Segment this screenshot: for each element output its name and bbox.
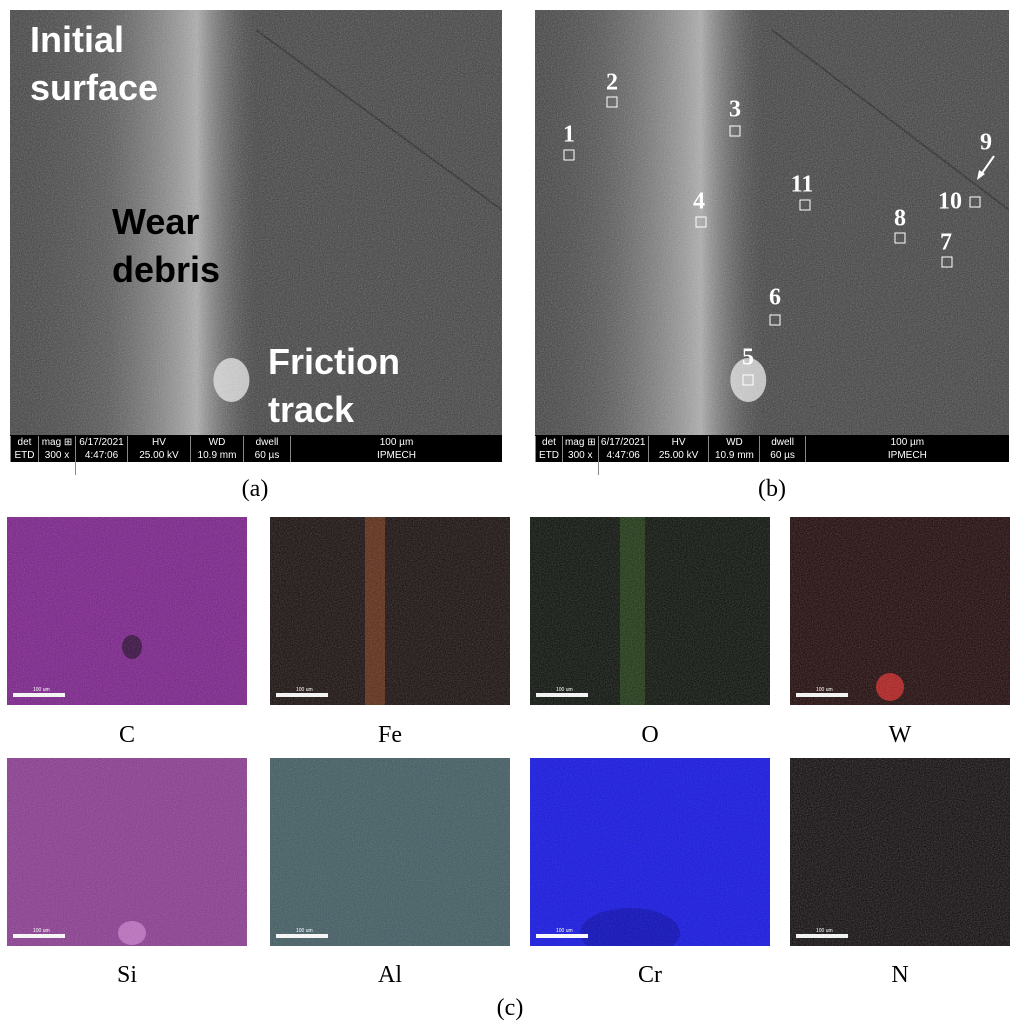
element-label: W <box>889 722 912 749</box>
info-cell: WD <box>190 436 243 449</box>
info-cell: 6/17/2021 <box>598 436 648 449</box>
scale-label: 100 um <box>816 687 833 693</box>
caption: (a) <box>242 476 269 503</box>
figure: detETDmag ⊞300 x6/17/20214:47:06 PMHV25.… <box>0 0 1020 1025</box>
point-box <box>696 217 707 228</box>
info-cell: 60 µs <box>759 449 804 462</box>
info-cell: IPMECH <box>805 449 1009 462</box>
point-box <box>942 257 953 268</box>
info-cell: 6/17/2021 <box>75 436 127 449</box>
micrograph <box>790 517 1010 705</box>
info-cell: dwell <box>759 436 804 449</box>
point-label: 9 <box>980 130 992 157</box>
scale-label: 100 um <box>816 928 833 934</box>
scale-label: 100 um <box>296 928 313 934</box>
micrograph <box>530 517 770 705</box>
info-cell: IPMECH <box>290 449 502 462</box>
info-cell: det <box>535 436 562 449</box>
annotation: Initial <box>30 16 124 64</box>
info-cell: 4:47:06 PM <box>75 449 127 475</box>
point-box <box>800 200 811 211</box>
micrograph <box>270 517 510 705</box>
info-cell: 4:47:06 PM <box>598 449 648 475</box>
info-cell: 300 x <box>38 449 75 462</box>
element-label: O <box>641 722 658 749</box>
info-cell: 10.9 mm <box>708 449 759 462</box>
info-cell: 60 µs <box>243 449 290 462</box>
info-cell: 300 x <box>562 449 598 462</box>
element-label: Si <box>117 962 137 989</box>
info-cell: 25.00 kV <box>127 449 190 462</box>
info-cell: 100 µm <box>290 436 502 449</box>
info-cell: 100 µm <box>805 436 1009 449</box>
info-cell: HV <box>127 436 190 449</box>
scale-label: 100 um <box>296 687 313 693</box>
point-label: 11 <box>791 172 814 199</box>
point-box <box>564 150 575 161</box>
annotation: Wear <box>112 198 199 246</box>
micrograph <box>790 758 1010 946</box>
point-box <box>770 315 781 326</box>
point-box <box>730 126 741 137</box>
micrograph <box>7 758 247 946</box>
annotation: surface <box>30 64 158 112</box>
micrograph <box>530 758 770 946</box>
info-cell: mag ⊞ <box>38 436 75 449</box>
arrow <box>972 154 1002 184</box>
point-label: 4 <box>693 189 705 216</box>
info-cell: 10.9 mm <box>190 449 243 462</box>
point-label: 10 <box>938 189 962 216</box>
info-cell: det <box>10 436 38 449</box>
scale-label: 100 um <box>33 928 50 934</box>
point-label: 2 <box>606 70 618 97</box>
info-cell: ETD <box>10 449 38 462</box>
element-label: Fe <box>378 722 402 749</box>
info-cell: mag ⊞ <box>562 436 598 449</box>
element-label: Cr <box>638 962 662 989</box>
micrograph <box>270 758 510 946</box>
scale-label: 100 um <box>33 687 50 693</box>
point-box <box>970 197 981 208</box>
info-cell: dwell <box>243 436 290 449</box>
scale-label: 100 um <box>556 687 573 693</box>
info-cell: 25.00 kV <box>648 449 709 462</box>
point-label: 3 <box>729 97 741 124</box>
annotation: track <box>268 386 354 434</box>
point-label: 7 <box>940 230 952 257</box>
point-label: 1 <box>563 122 575 149</box>
element-label: Al <box>378 962 402 989</box>
point-label: 5 <box>742 345 754 372</box>
caption: (c) <box>497 995 524 1022</box>
info-cell: HV <box>648 436 709 449</box>
point-box <box>895 233 906 244</box>
element-label: N <box>891 962 908 989</box>
point-box <box>743 375 754 386</box>
point-label: 6 <box>769 285 781 312</box>
annotation: debris <box>112 246 220 294</box>
annotation: Friction <box>268 338 400 386</box>
point-box <box>607 97 618 108</box>
element-label: C <box>119 722 135 749</box>
info-cell: WD <box>708 436 759 449</box>
info-cell: ETD <box>535 449 562 462</box>
caption: (b) <box>758 476 786 503</box>
micrograph <box>7 517 247 705</box>
scale-label: 100 um <box>556 928 573 934</box>
point-label: 8 <box>894 206 906 233</box>
